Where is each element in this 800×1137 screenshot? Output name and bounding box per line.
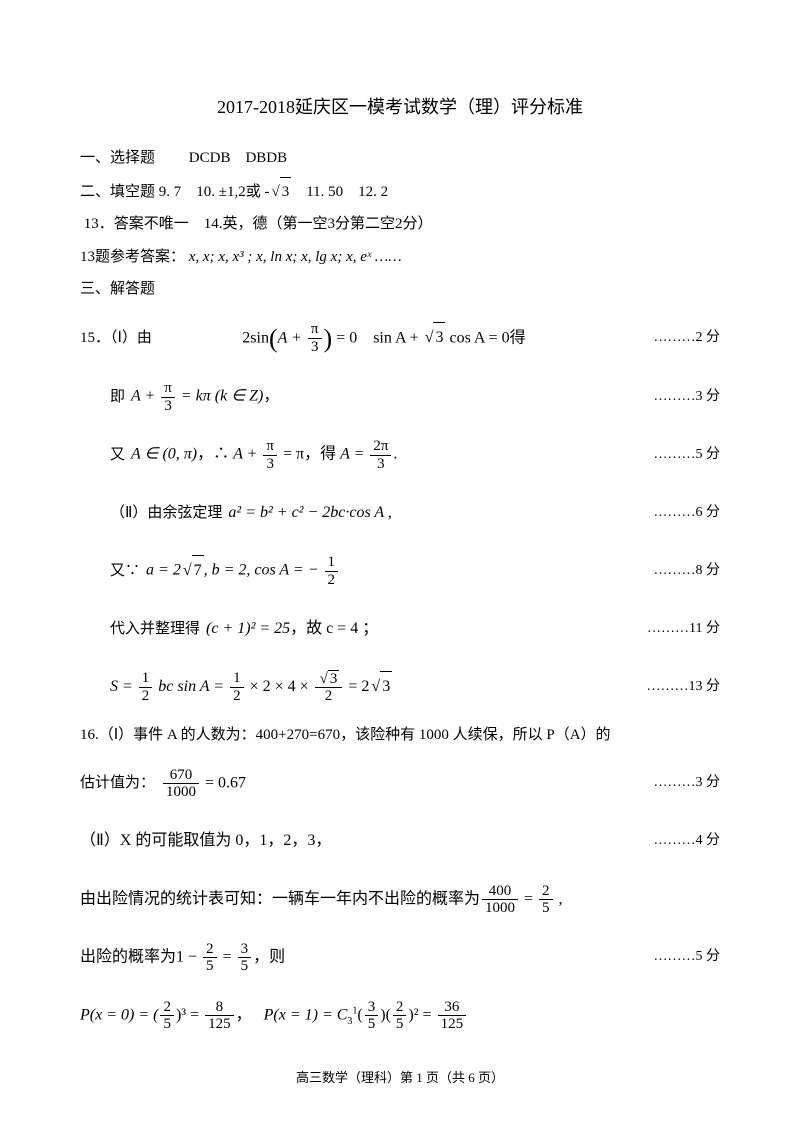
doc-title: 2017-2018延庆区一模考试数学（理）评分标准 — [80, 90, 720, 124]
line13ref: 13题参考答案： x, x; x, x³ ; x, ln x; x, lg x;… — [80, 243, 720, 272]
score-2: ………2 分 — [610, 325, 720, 352]
sec1-label: 一、选择题 — [80, 150, 155, 166]
score-13: ………13 分 — [610, 674, 720, 701]
q16-line2: 估计值为： 6701000 = 0.67 ………3 分 — [80, 760, 720, 808]
q15-eq3: 又 A ∈ (0, π)，∴ A + π3 = π，得 A = 2π3. ………… — [80, 431, 720, 479]
q16-line5: 出险的概率为1 − 25 = 35，则 ………5 分 — [80, 934, 720, 982]
sec2-label: 二、填空题 — [80, 184, 155, 200]
sec2-text: 9. 7 10. ±1,2或 - — [159, 184, 270, 200]
q15-eq5: 又∵ a = 27, b = 2, cos A = − 12 ………8 分 — [80, 547, 720, 595]
section3: 三、解答题 — [80, 275, 720, 304]
score-3b: ………3 分 — [610, 770, 720, 797]
page-footer: 高三数学（理科）第 1 页（共 6 页） — [80, 1066, 720, 1091]
score-8: ………8 分 — [610, 558, 720, 585]
score-5b: ………5 分 — [610, 944, 720, 971]
line13: 13．答案不唯一 14.英，德（第一空3分第二空2分） — [80, 210, 720, 239]
q15-eq6: 代入并整理得 (c + 1)² = 25，故 c = 4 ； ………11 分 — [80, 605, 720, 653]
section1: 一、选择题 DCDB DBDB — [80, 144, 720, 173]
q15-eq2: 即 A + π3 = kπ (k ∈ Z)， ………3 分 — [80, 373, 720, 421]
score-11: ………11 分 — [610, 616, 720, 643]
score-4: ………4 分 — [610, 828, 720, 855]
q15-eq7: S = 12 bc sin A = 12 × 2 × 4 × 32 = 23 …… — [80, 663, 720, 711]
sqrt3: 3 — [270, 177, 292, 207]
q16-II: （Ⅱ）X 的可能取值为 0，1，2，3， ………4 分 — [80, 818, 720, 866]
l13-label: 13题参考答案： — [80, 249, 185, 265]
q16-line4: 由出险情况的统计表可知：一辆车一年内不出险的概率为4001000 = 25 , — [80, 876, 720, 924]
score-3: ………3 分 — [610, 384, 720, 411]
q15-eq1: 15．（Ⅰ）由 2sin(A + π3) = 0 sin A + 3 cos A… — [80, 314, 720, 363]
section2: 二、填空题 9. 7 10. ±1,2或 -3 11. 50 12. 2 — [80, 177, 720, 207]
l13-math: x, x; x, x³ ; x, ln x; x, lg x; x, eˣ …… — [189, 249, 402, 265]
score-6: ………6 分 — [610, 500, 720, 527]
q16-line1: 16.（Ⅰ）事件 A 的人数为：400+270=670，该险种有 1000 人续… — [80, 721, 720, 750]
sec1-answers: DCDB DBDB — [189, 150, 287, 166]
score-5: ………5 分 — [610, 442, 720, 469]
sec2-tail: 11. 50 12. 2 — [291, 184, 388, 200]
q15-II: （Ⅱ）由余弦定理 a² = b² + c² − 2bc·cos A , ………6… — [80, 489, 720, 537]
q16-p-line: P(x = 0) = (25)³ = 8125， P(x = 1) = C31(… — [80, 992, 720, 1040]
q15-label: 15．（Ⅰ）由 — [80, 324, 158, 353]
